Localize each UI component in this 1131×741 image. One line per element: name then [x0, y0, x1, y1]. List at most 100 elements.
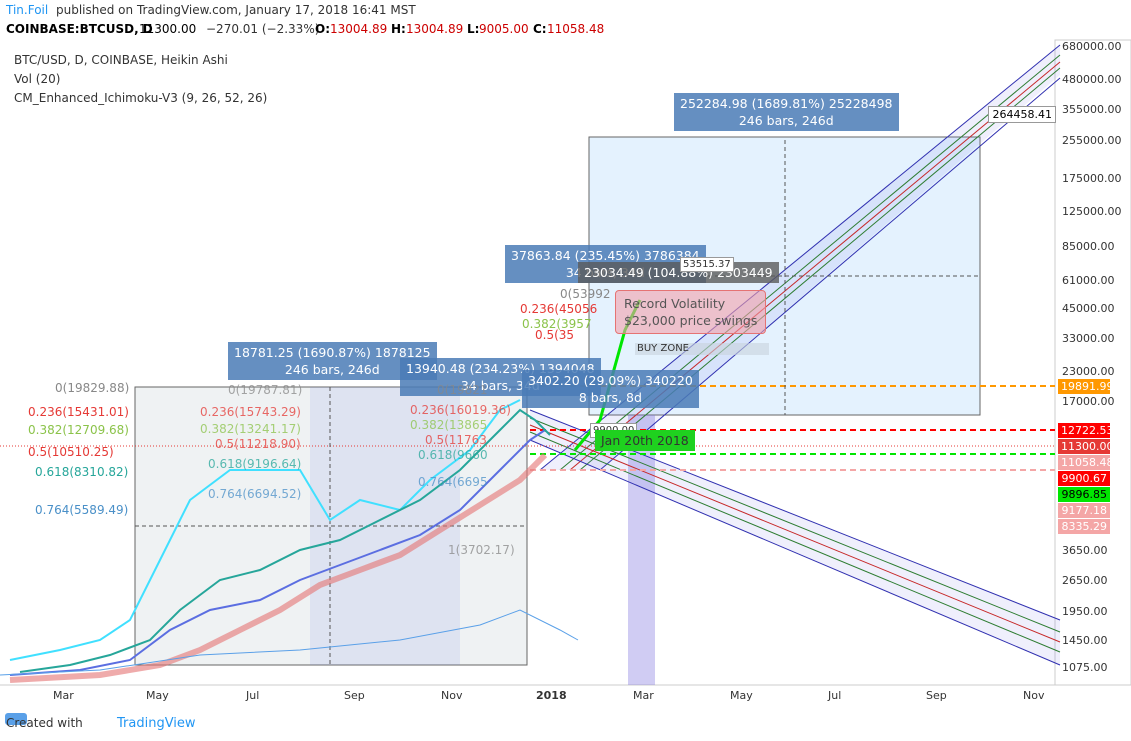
fib-label: 0.236(16019.36) — [410, 403, 511, 417]
fib-label: 0.382(3957 — [522, 317, 592, 331]
fib-label: 1(3702.17) — [448, 543, 515, 557]
annotation-line: BUY ZONE — [637, 343, 689, 354]
time-axis-label: Sep — [926, 689, 947, 702]
time-axis-label: Jul — [828, 689, 842, 702]
fib-label: 0.618(8310.82) — [35, 465, 129, 479]
annotation-line: 23034.49 (104.88%) 2303449 — [584, 265, 773, 280]
annotation: BUY ZONE — [635, 343, 769, 355]
price-axis-label: 33000.00 — [1062, 332, 1115, 345]
ohlc-value: 11058.48 — [547, 22, 605, 36]
tv-logo — [5, 713, 27, 725]
ichimoku-line — [9, 429, 546, 676]
fib-label: 0.5(11763 — [425, 433, 487, 447]
time-axis-label: May — [146, 689, 169, 702]
ohlc-label: H: — [391, 22, 406, 36]
fib-label: 0.236(15431.01) — [28, 405, 129, 419]
price-tag: 9177.18 — [1058, 503, 1110, 518]
fib-label: 0.5(35 — [535, 328, 575, 342]
time-axis-label: May — [730, 689, 753, 702]
annotation: Record Volatility $23,000 price swings — [615, 290, 767, 334]
price-axis-label: 1950.00 — [1062, 605, 1108, 618]
ichimoku-line — [9, 399, 521, 661]
annotation: Jan 20th 2018 — [595, 430, 695, 451]
legend-item: Vol (20) — [14, 72, 61, 86]
ohlc-label: C: — [533, 22, 547, 36]
channel-down — [530, 410, 1060, 665]
annotation: 53515.37 — [680, 257, 734, 272]
time-axis-label: Nov — [441, 689, 463, 702]
price-axis-label: 175000.00 — [1062, 172, 1122, 185]
fib-label: 0.382(13241.17) — [200, 422, 301, 436]
ichimoku-cloud — [9, 452, 548, 683]
annotation-line: 8 bars, 8d — [578, 390, 642, 405]
price-axis-label: 1075.00 — [1062, 661, 1108, 674]
time-axis-label: Mar — [53, 689, 74, 702]
price-axis-label: 85000.00 — [1062, 240, 1115, 253]
annotation-line: 53515.37 — [683, 259, 731, 270]
price-tag: 264458.41 — [988, 106, 1056, 123]
time-axis-label: Sep — [344, 689, 365, 702]
ohlc-value: 13004.89 — [330, 22, 388, 36]
footer-text: Created with — [6, 716, 83, 730]
price-tag: 12722.53 — [1058, 423, 1114, 438]
published: published on TradingView.com, January 17… — [56, 3, 416, 17]
annotation: 252284.98 (1689.81%) 25228498 246 bars, 2… — [674, 93, 899, 131]
price-candles — [19, 408, 551, 673]
annotation-line: 252284.98 (1689.81%) 25228498 — [680, 96, 893, 111]
annotation-line: 246 bars, 246d — [738, 113, 834, 128]
price-tag: 19891.99 — [1058, 379, 1114, 394]
symbol: COINBASE:BTCUSD, D — [6, 22, 153, 36]
price-axis-label: 3650.00 — [1062, 544, 1108, 557]
price-axis-label: 17000.00 — [1062, 395, 1115, 408]
volume — [0, 609, 579, 676]
author: Tin.Foil — [6, 3, 49, 17]
price-axis-label: 680000.00 — [1062, 40, 1122, 53]
legend-item: BTC/USD, D, COINBASE, Heikin Ashi — [14, 53, 228, 67]
annotation: 3402.20 (29.09%) 340220 8 bars, 8d — [522, 370, 699, 408]
time-axis-label: Nov — [1023, 689, 1045, 702]
fib-label: 0.618(9660 — [418, 448, 488, 462]
price-axis-label: 1450.00 — [1062, 634, 1108, 647]
footer-brand: TradingView — [117, 716, 196, 731]
fib-label: 0.236(45056 — [520, 302, 598, 316]
fib-label: 0.764(6695 — [418, 475, 488, 489]
price-axis-label: 480000.00 — [1062, 73, 1122, 86]
price-axis-label: 2650.00 — [1062, 574, 1108, 587]
price-axis-label: 125000.00 — [1062, 205, 1122, 218]
fib-label: 0(19829.88) — [55, 381, 130, 395]
annotation-line: 3402.20 (29.09%) 340220 — [528, 373, 693, 388]
fib-label: 0.618(9196.64) — [208, 457, 302, 471]
fib-label: 0.382(13865 — [410, 418, 488, 432]
annotation-line: 18781.25 (1690.87%) 1878125 — [234, 345, 431, 360]
annotation-line: 34 bars, 34d — [460, 378, 540, 393]
annotation-line: Record Volatility — [624, 296, 726, 311]
fib-label: 0(19821 — [437, 383, 488, 397]
highlight-band — [628, 415, 655, 685]
annotation-line: 37863.84 (235.45%) 3786384 — [511, 248, 700, 263]
fib-label: 0.764(6694.52) — [208, 487, 302, 501]
price-tag: 11300.00 — [1058, 439, 1114, 454]
price-axis-label: 23000.00 — [1062, 365, 1115, 378]
last-price: 11300.00 — [139, 22, 197, 36]
channel-line — [529, 431, 1061, 653]
price-axis-label: 61000.00 — [1062, 274, 1115, 287]
fib-label: 0.382(12709.68) — [28, 423, 129, 437]
fib-label: 0.5(11218.90) — [215, 437, 301, 451]
time-axis-label: Jul — [246, 689, 260, 702]
change: −270.01 (−2.33%) — [206, 22, 320, 36]
price-axis-label: 45000.00 — [1062, 302, 1115, 315]
annotation-line: Jan 20th 2018 — [601, 433, 689, 448]
time-axis-label: Mar — [633, 689, 654, 702]
annotation-line: $23,000 price swings — [624, 313, 758, 328]
price-tag: 9896.85 — [1058, 487, 1110, 502]
fib-label: 0(19787.81) — [228, 383, 303, 397]
price-tag: 9900.67 — [1058, 471, 1110, 486]
legend-item: CM_Enhanced_Ichimoku-V3 (9, 26, 52, 26) — [14, 91, 268, 105]
ohlc-value: 9005.00 — [479, 22, 529, 36]
price-tag: 11058.48 — [1058, 455, 1114, 470]
channel-line — [529, 424, 1061, 643]
price-axis-label: 255000.00 — [1062, 134, 1122, 147]
fib-label: 0.764(5589.49) — [35, 503, 129, 517]
